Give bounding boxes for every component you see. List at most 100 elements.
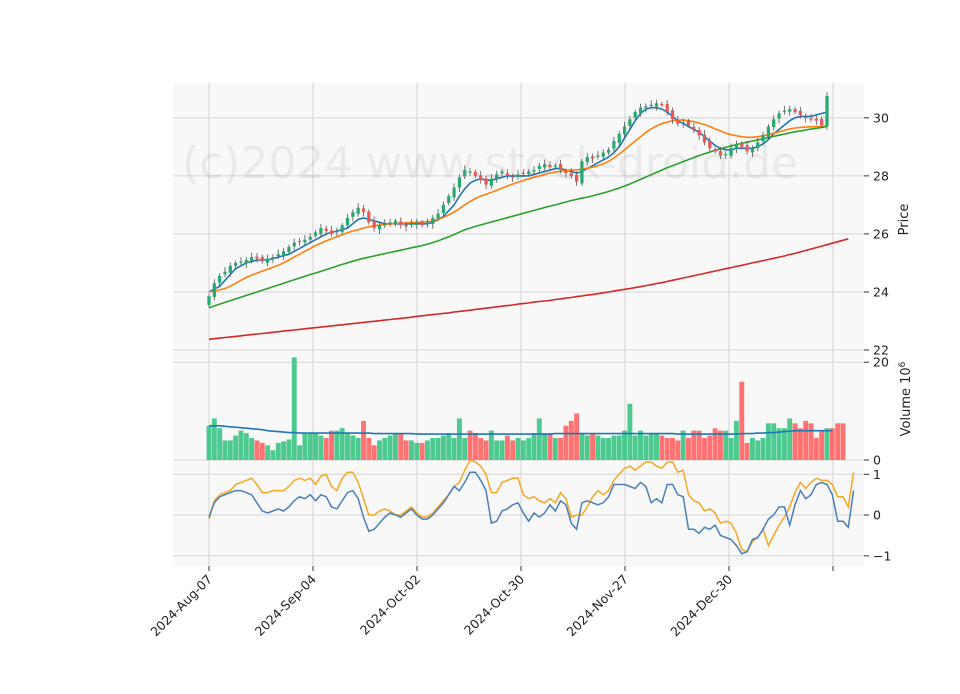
volume-bar bbox=[366, 438, 372, 460]
volume-bar bbox=[574, 413, 580, 460]
candle-body bbox=[654, 103, 659, 107]
volume-bar bbox=[494, 440, 500, 460]
volume-bar bbox=[616, 435, 622, 460]
volume-bar bbox=[654, 433, 659, 460]
candle-body bbox=[820, 118, 824, 126]
price-ma-line-3 bbox=[208, 125, 828, 309]
volume-bar bbox=[291, 357, 297, 460]
volume-bar bbox=[382, 438, 388, 460]
volume-bar bbox=[403, 440, 409, 460]
volume-bar bbox=[670, 438, 675, 460]
candle-body bbox=[447, 196, 451, 204]
volume-bar bbox=[813, 438, 819, 460]
candle-body bbox=[521, 172, 525, 174]
volume-bar bbox=[249, 438, 255, 460]
candle-body bbox=[516, 174, 520, 177]
candle-body bbox=[644, 106, 648, 108]
volume-bar bbox=[739, 381, 745, 460]
volume-bar bbox=[760, 438, 766, 460]
volume-bar bbox=[297, 445, 303, 460]
volume-bar bbox=[222, 440, 228, 460]
volume-bar bbox=[563, 425, 569, 460]
volume-bar bbox=[446, 433, 452, 460]
volume-bar bbox=[265, 445, 271, 460]
volume-bar bbox=[504, 435, 510, 460]
x-tick-label: 2024-Nov-27 bbox=[563, 572, 631, 640]
candle-body bbox=[228, 265, 232, 273]
candle-body bbox=[617, 133, 621, 143]
candle-body bbox=[468, 171, 472, 173]
candle-body bbox=[585, 157, 589, 162]
volume-bar bbox=[456, 418, 462, 460]
candle-body bbox=[431, 217, 435, 225]
candle-body bbox=[665, 104, 669, 113]
candle-body bbox=[606, 149, 611, 153]
candle-body bbox=[708, 140, 712, 149]
candle-body bbox=[500, 171, 504, 174]
price-panel bbox=[173, 83, 864, 350]
candle-body bbox=[276, 254, 280, 256]
candle-body bbox=[335, 231, 339, 233]
volume-bar bbox=[712, 428, 718, 460]
oscillator-line-2 bbox=[208, 471, 855, 555]
candle-body bbox=[313, 232, 318, 236]
candle-body bbox=[713, 149, 717, 152]
volume-y-tick-label: 20 bbox=[873, 355, 889, 370]
volume-bar bbox=[254, 440, 260, 460]
volume-bar bbox=[781, 428, 787, 460]
price-ma-line-4 bbox=[208, 238, 849, 341]
volume-bar bbox=[659, 435, 665, 460]
candle-body bbox=[479, 175, 483, 181]
volume-bar bbox=[451, 438, 457, 460]
candle-body bbox=[532, 170, 536, 172]
volume-bar bbox=[717, 430, 723, 460]
candle-body bbox=[745, 145, 749, 152]
x-tick-label: 2024-Oct-02 bbox=[357, 572, 423, 638]
candle-body bbox=[372, 220, 376, 229]
candle-body bbox=[303, 239, 307, 243]
candle-body bbox=[404, 224, 408, 227]
volume-bar bbox=[440, 435, 446, 460]
volume-bar bbox=[302, 433, 308, 460]
volume-bar bbox=[702, 438, 707, 460]
volume-bar bbox=[472, 433, 478, 460]
volume-bar bbox=[206, 425, 212, 460]
volume-bar bbox=[526, 438, 532, 460]
candle-body bbox=[297, 240, 302, 243]
candle-body bbox=[580, 161, 584, 184]
volume-bar bbox=[803, 420, 809, 460]
volume-bar bbox=[835, 423, 841, 460]
candle-body bbox=[388, 222, 392, 224]
candle-body bbox=[788, 109, 792, 112]
candle-body bbox=[670, 110, 675, 120]
volume-bar bbox=[323, 438, 329, 460]
volume-bar bbox=[728, 438, 734, 460]
volume-bar bbox=[377, 440, 382, 460]
volume-bar bbox=[840, 423, 846, 460]
candle-body bbox=[308, 236, 312, 240]
candle-body bbox=[287, 246, 291, 252]
candle-body bbox=[383, 223, 387, 226]
volume-bar bbox=[259, 442, 265, 460]
volume-bar bbox=[520, 440, 526, 460]
candle-body bbox=[511, 176, 515, 178]
volume-bar bbox=[584, 435, 590, 460]
volume-bar bbox=[733, 420, 739, 460]
volume-bar bbox=[227, 440, 233, 460]
volume-bar bbox=[680, 430, 686, 460]
oscillator-panel bbox=[173, 460, 864, 566]
candle-body bbox=[441, 204, 446, 214]
candle-body bbox=[457, 177, 461, 188]
volume-bar bbox=[755, 440, 761, 460]
volume-bar bbox=[393, 433, 398, 460]
volume-bar bbox=[499, 440, 505, 460]
candle-body bbox=[601, 152, 605, 157]
candle-body bbox=[356, 207, 360, 214]
candle-body bbox=[702, 134, 707, 143]
volume-bar bbox=[627, 403, 633, 460]
candle-body bbox=[590, 156, 595, 159]
volume-bar bbox=[430, 438, 436, 460]
candle-body bbox=[425, 222, 430, 225]
volume-bar bbox=[829, 428, 835, 460]
volume-bar bbox=[536, 418, 542, 460]
